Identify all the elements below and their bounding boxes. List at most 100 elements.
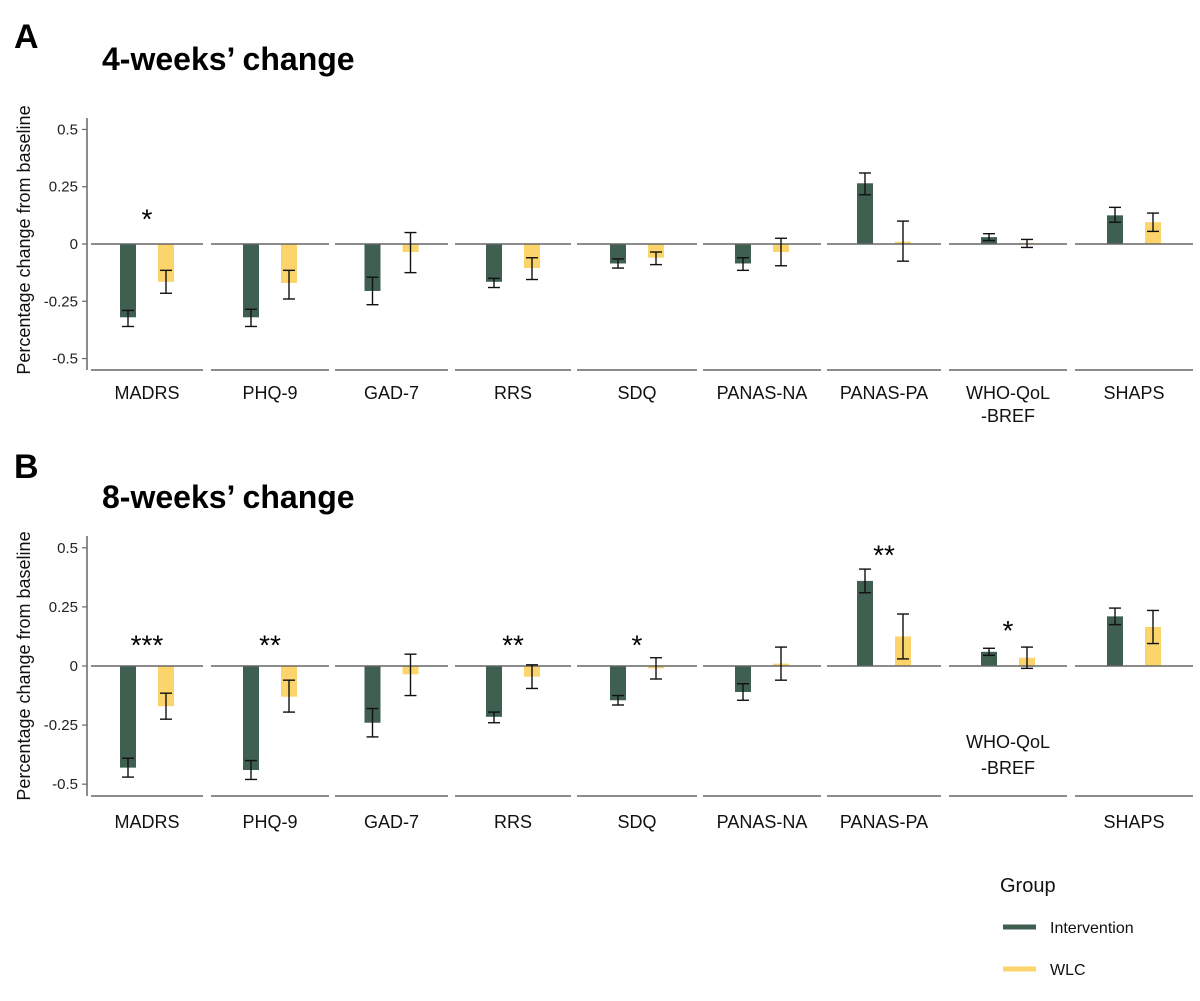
category-label: SDQ xyxy=(617,383,656,403)
panel-letter-a: A xyxy=(14,18,39,56)
category-label: PANAS-NA xyxy=(717,383,808,403)
significance-marker: * xyxy=(632,629,643,660)
bar-wlc xyxy=(524,244,540,269)
bar-wlc xyxy=(158,666,174,707)
bar-intervention xyxy=(610,666,626,701)
category-gad-7: GAD-7 xyxy=(335,653,448,832)
y-tick-label: 0.25 xyxy=(49,599,78,616)
category-label: PANAS-PA xyxy=(840,383,928,403)
legend-label-wlc: WLC xyxy=(1050,962,1086,979)
category-label: PANAS-PA xyxy=(840,812,928,832)
category-phq-9: PHQ-9 xyxy=(211,243,329,403)
category-rrs: ** RRS xyxy=(455,629,571,832)
bar-wlc xyxy=(648,244,664,258)
bar-intervention xyxy=(486,244,502,282)
error-bar-intervention xyxy=(366,707,379,738)
category-label: GAD-7 xyxy=(364,812,419,832)
panel-b: B 8-weeks’ change Percentage change from… xyxy=(14,448,1193,832)
category-madrs: *** MADRS xyxy=(91,629,203,832)
bar-intervention xyxy=(735,666,751,692)
category-label: -BREF xyxy=(981,406,1035,426)
category-panas-na: PANAS-NA xyxy=(703,237,821,403)
panel-letter-b: B xyxy=(14,448,39,486)
error-bar-intervention xyxy=(859,568,871,594)
category-label: SDQ xyxy=(617,812,656,832)
error-bar-intervention xyxy=(122,757,134,778)
error-bar-wlc xyxy=(283,269,295,300)
bar-wlc xyxy=(281,244,297,283)
error-bar-wlc xyxy=(775,237,787,267)
panel-a-ylabel: Percentage change from baseline xyxy=(14,105,34,374)
bar-intervention xyxy=(857,183,873,244)
error-bar-intervention xyxy=(983,232,995,242)
category-panas-na: PANAS-NA xyxy=(703,646,821,832)
error-bar-intervention xyxy=(612,694,624,706)
y-tick-label: -0.5 xyxy=(52,776,78,793)
category-label: WHO-QoL xyxy=(966,732,1050,752)
error-bar-intervention xyxy=(737,257,749,272)
significance-marker: * xyxy=(142,204,153,235)
category-who-qol-bref: * WHO-QoL -BREF xyxy=(949,615,1067,797)
error-bar-wlc xyxy=(1021,238,1033,249)
error-bar-wlc xyxy=(283,679,295,713)
error-bar-wlc xyxy=(650,657,662,680)
legend-title: Group xyxy=(1000,875,1056,897)
legend: Group Intervention WLC xyxy=(1000,875,1134,979)
error-bar-intervention xyxy=(122,309,134,328)
error-bar-intervention xyxy=(983,647,995,657)
category-shaps: SHAPS xyxy=(1075,607,1193,832)
category-who-qol-bref: WHO-QoL -BREF xyxy=(949,232,1067,426)
error-bar-wlc xyxy=(897,613,909,660)
y-tick-label: -0.25 xyxy=(44,293,78,310)
bar-intervention xyxy=(120,244,136,318)
panel-b-title: 8-weeks’ change xyxy=(102,479,355,515)
error-bar-wlc xyxy=(526,664,538,690)
category-panas-pa: PANAS-PA xyxy=(827,172,941,403)
category-label: SHAPS xyxy=(1103,812,1164,832)
bar-intervention xyxy=(735,244,751,264)
category-phq-9: ** PHQ-9 xyxy=(211,629,329,832)
bar-intervention xyxy=(243,244,259,318)
bar-intervention xyxy=(120,666,136,768)
error-bar-intervention xyxy=(612,258,624,269)
error-bar-wlc xyxy=(897,220,909,262)
y-tick-label: -0.5 xyxy=(52,351,78,368)
error-bar-wlc xyxy=(775,646,787,681)
panel-a: A 4-weeks’ change Percentage change from… xyxy=(14,18,1193,426)
category-rrs: RRS xyxy=(455,243,571,403)
category-label: GAD-7 xyxy=(364,383,419,403)
error-bar-intervention xyxy=(1109,206,1121,223)
category-gad-7: GAD-7 xyxy=(335,231,448,403)
category-panas-pa: ** PANAS-PA xyxy=(827,540,941,832)
legend-label-intervention: Intervention xyxy=(1050,920,1134,937)
error-bar-intervention xyxy=(366,276,379,306)
bar-wlc xyxy=(1145,222,1161,244)
category-label: WHO-QoL xyxy=(966,383,1050,403)
error-bar-intervention xyxy=(488,711,500,724)
y-tick-label: 0.25 xyxy=(49,179,78,196)
y-tick-label: -0.25 xyxy=(44,717,78,734)
y-tick-label: 0.5 xyxy=(57,540,78,557)
error-bar-intervention xyxy=(488,277,500,289)
significance-marker: ** xyxy=(502,629,524,660)
category-label: MADRS xyxy=(114,383,179,403)
category-label: PANAS-NA xyxy=(717,812,808,832)
y-tick-label: 0.5 xyxy=(57,121,78,138)
bar-wlc xyxy=(1145,627,1161,666)
category-label: PHQ-9 xyxy=(242,812,297,832)
category-label: SHAPS xyxy=(1103,383,1164,403)
error-bar-intervention xyxy=(737,683,749,701)
error-bar-wlc xyxy=(404,231,417,274)
category-label: -BREF xyxy=(981,758,1035,778)
category-label: MADRS xyxy=(114,812,179,832)
error-bar-wlc xyxy=(1021,646,1033,670)
category-sdq: * SDQ xyxy=(577,629,697,832)
category-madrs: * MADRS xyxy=(91,204,203,403)
category-label: PHQ-9 xyxy=(242,383,297,403)
error-bar-wlc xyxy=(160,269,172,294)
error-bar-intervention xyxy=(1109,607,1121,626)
category-label: RRS xyxy=(494,383,532,403)
bar-wlc xyxy=(158,244,174,282)
bar-intervention xyxy=(486,666,502,717)
